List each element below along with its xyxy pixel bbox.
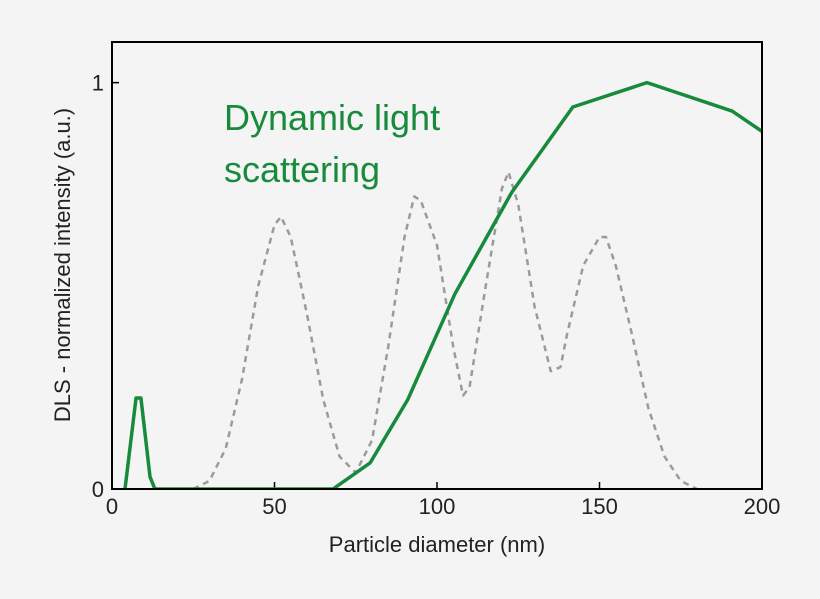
x-tick-label: 150: [581, 494, 618, 519]
y-tick-label: 0: [92, 477, 104, 502]
x-axis-label: Particle diameter (nm): [329, 532, 545, 557]
data-line: [192, 170, 698, 489]
x-tick-label: 50: [262, 494, 286, 519]
x-tick-label: 100: [419, 494, 456, 519]
data-line: [123, 80, 762, 489]
y-tick-label: 1: [92, 71, 104, 96]
x-tick-label: 0: [106, 494, 118, 519]
x-tick-label: 200: [744, 494, 781, 519]
y-axis-label: DLS - normalized intensity (a.u.): [50, 108, 75, 422]
series-label: Dynamic light scattering: [224, 97, 441, 190]
plot-frame: [111, 41, 763, 490]
